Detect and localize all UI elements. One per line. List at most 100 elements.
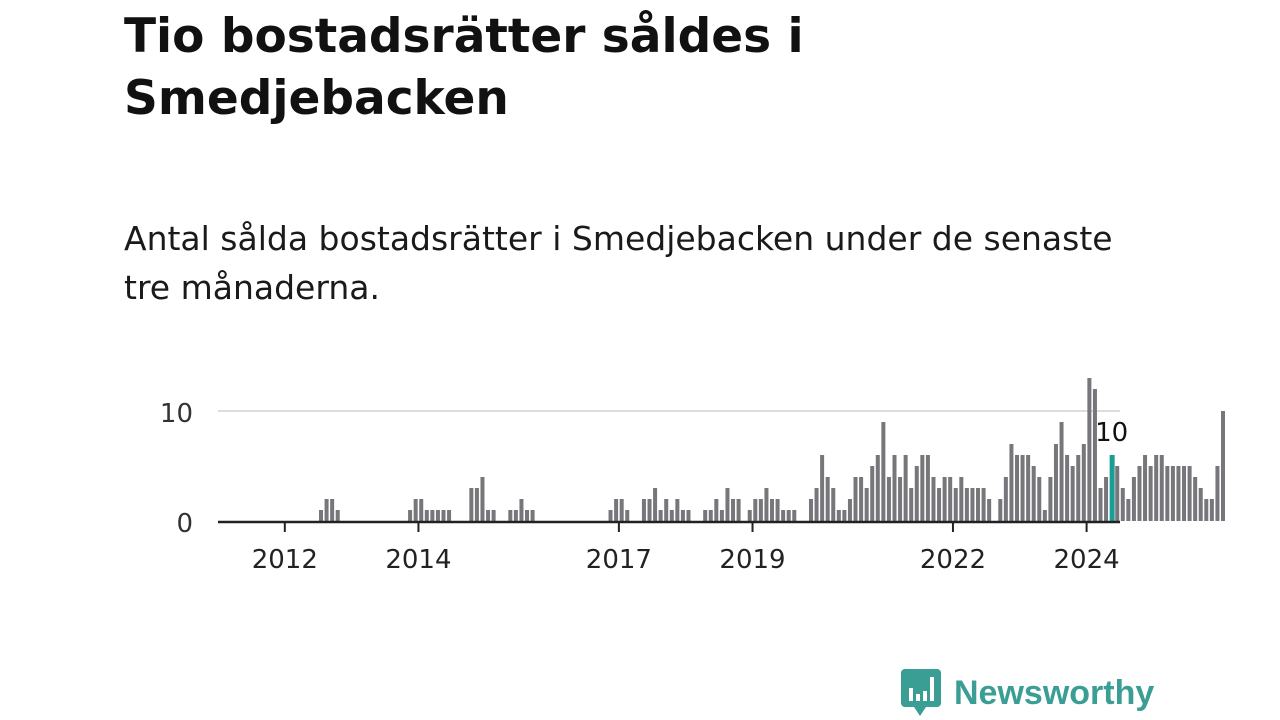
bar — [725, 488, 730, 521]
bar — [842, 510, 847, 521]
bar — [653, 488, 658, 521]
bar — [680, 510, 685, 521]
bar — [641, 499, 646, 521]
bar — [859, 477, 864, 521]
bar — [1104, 477, 1109, 521]
bar — [608, 510, 613, 521]
bar — [319, 510, 324, 521]
bar — [330, 499, 335, 521]
bar — [708, 510, 713, 521]
bar — [419, 499, 424, 521]
bar — [1131, 477, 1136, 521]
bar — [525, 510, 530, 521]
x-tick-label: 2012 — [252, 545, 318, 575]
bar — [513, 510, 518, 521]
bar — [1009, 444, 1014, 521]
x-tick-label: 2014 — [385, 545, 451, 575]
x-tick-label: 2017 — [586, 545, 652, 575]
bar — [1182, 466, 1187, 521]
bar — [1003, 477, 1008, 521]
bar — [714, 499, 719, 521]
bar — [792, 510, 797, 521]
bar — [1193, 477, 1198, 521]
bar — [413, 499, 418, 521]
bar — [786, 510, 791, 521]
x-tick-label: 2024 — [1054, 545, 1120, 575]
bar — [703, 510, 708, 521]
bar — [953, 488, 958, 521]
bar — [1037, 477, 1042, 521]
bar — [1143, 455, 1148, 521]
bar — [441, 510, 446, 521]
chart-subtitle: Antal sålda bostadsrätter i Smedjebacken… — [124, 219, 1113, 307]
bar — [1187, 466, 1192, 521]
bar — [987, 499, 992, 521]
bar — [814, 488, 819, 521]
newsworthy-logo-text: Newsworthy — [954, 673, 1155, 712]
bar — [469, 488, 474, 521]
bar — [1070, 466, 1075, 521]
bar — [1159, 455, 1164, 521]
bar — [853, 477, 858, 521]
bar — [435, 510, 440, 521]
y-tick-label: 10 — [160, 399, 193, 429]
bar — [1137, 466, 1142, 521]
bar — [1014, 455, 1019, 521]
bar — [474, 488, 479, 521]
bar — [914, 466, 919, 521]
bar — [1059, 422, 1064, 521]
bar — [1042, 510, 1047, 521]
bar — [875, 455, 880, 521]
bar — [1120, 488, 1125, 521]
bar — [625, 510, 630, 521]
bar — [1209, 499, 1214, 521]
bar — [658, 510, 663, 521]
bar — [1204, 499, 1209, 521]
bar — [970, 488, 975, 521]
bar — [964, 488, 969, 521]
bar — [1221, 411, 1226, 521]
y-tick-label: 0 — [176, 509, 193, 539]
bar — [1031, 466, 1036, 521]
bar — [614, 499, 619, 521]
bar — [942, 477, 947, 521]
bar — [920, 455, 925, 521]
bar — [647, 499, 652, 521]
bar — [1087, 378, 1092, 521]
bar — [1020, 455, 1025, 521]
bar — [847, 499, 852, 521]
bar — [770, 499, 775, 521]
bar — [686, 510, 691, 521]
bar — [324, 499, 329, 521]
bar — [758, 499, 763, 521]
bar — [1065, 455, 1070, 521]
bar — [1053, 444, 1058, 521]
bar — [976, 488, 981, 521]
bar — [820, 455, 825, 521]
bar — [619, 499, 624, 521]
bar — [836, 510, 841, 521]
bar — [1148, 466, 1153, 521]
bar — [1092, 389, 1097, 521]
bar-chart: 0 10 10 2012 2014 2017 2019 2022 2024 — [160, 378, 1226, 575]
bar — [1048, 477, 1053, 521]
bar — [1081, 444, 1086, 521]
bar — [1176, 466, 1181, 521]
bar — [1170, 466, 1175, 521]
bar — [731, 499, 736, 521]
bar — [1215, 466, 1220, 521]
bar — [937, 488, 942, 521]
bar — [831, 488, 836, 521]
bar — [424, 510, 429, 521]
bar — [1154, 455, 1159, 521]
bar — [825, 477, 830, 521]
bar — [903, 455, 908, 521]
bar — [864, 488, 869, 521]
bar — [408, 510, 413, 521]
bar — [909, 488, 914, 521]
bar — [948, 477, 953, 521]
newsworthy-logo: Newsworthy — [900, 668, 1154, 718]
bar — [1076, 455, 1081, 521]
bar — [998, 499, 1003, 521]
bar — [1126, 499, 1131, 521]
